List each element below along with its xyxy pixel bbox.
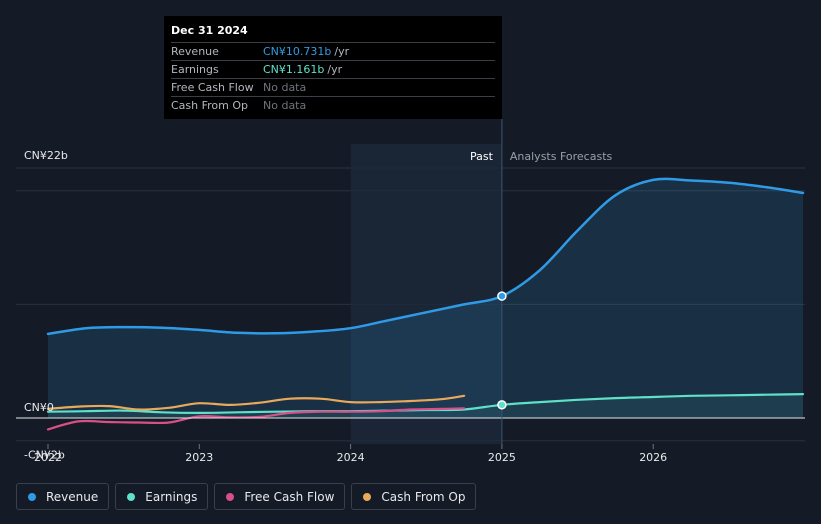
x-tick-label: 2022: [34, 451, 62, 464]
forecast-label: Analysts Forecasts: [510, 150, 613, 163]
tooltip-row-value: CN¥10.731b: [263, 45, 332, 58]
tooltip-row: Revenue CN¥10.731b/yr: [171, 42, 495, 60]
series-line-revenue[interactable]: [46, 177, 805, 336]
tooltip-row-unit: /yr: [334, 45, 350, 58]
tooltip-row-value: No data: [263, 81, 307, 94]
series-line-cash-from-op[interactable]: [46, 394, 466, 411]
x-axis-ticks: 2022 2023 2024 2025 2026: [34, 444, 667, 464]
legend-dot-icon: [363, 492, 372, 501]
series-lines: [46, 177, 805, 431]
x-tick-label: 2024: [337, 451, 365, 464]
tooltip-row-label: Revenue: [171, 45, 219, 58]
legend-label: Free Cash Flow: [244, 489, 335, 504]
legend-label: Revenue: [46, 489, 99, 504]
past-label: Past: [470, 150, 494, 163]
series-line-free-cash-flow[interactable]: [46, 407, 466, 431]
y-tick-label: -CN¥2b: [24, 449, 65, 462]
legend-item-cash-from-op[interactable]: Cash From Op: [351, 483, 477, 510]
area-earnings: [48, 394, 803, 418]
tooltip-row-unit: /yr: [327, 63, 343, 76]
tooltip-row: Free Cash Flow No data: [171, 78, 495, 96]
tooltip-row-value: CN¥1.161b: [263, 63, 325, 76]
legend: Revenue Earnings Free Cash Flow Cash From O…: [16, 483, 477, 510]
past-highlight-region: [350, 144, 502, 444]
hover-markers: [497, 291, 507, 410]
tooltip-row-label: Cash From Op: [171, 99, 249, 112]
marker-revenue: [497, 291, 507, 301]
tooltip-date: Dec 31 2024: [171, 24, 248, 37]
legend-dot-icon: [127, 492, 136, 501]
legend-item-revenue[interactable]: Revenue: [16, 483, 110, 510]
tooltip-row: Cash From Op No data: [171, 96, 495, 114]
legend-label: Cash From Op: [381, 489, 466, 504]
legend-dot-icon: [28, 492, 36, 501]
area-fills: [48, 178, 803, 418]
legend-item-earnings[interactable]: Earnings: [115, 483, 209, 510]
y-tick-label: CN¥0: [24, 401, 54, 414]
x-tick-label: 2023: [185, 451, 213, 464]
y-axis-ticks: CN¥22b CN¥0 -CN¥2b: [24, 149, 68, 462]
area-revenue: [48, 178, 803, 418]
tooltip-row-value: No data: [263, 99, 307, 112]
tooltip-rows: Revenue CN¥10.731b/yr Earnings CN¥1.161b/yr…: [171, 42, 495, 114]
legend-label: Earnings: [145, 489, 198, 504]
x-tick-label: 2025: [488, 451, 516, 464]
legend-item-free-cash-flow[interactable]: Free Cash Flow: [214, 483, 346, 510]
legend-dot-icon: [226, 492, 235, 501]
marker-earnings: [497, 400, 507, 410]
tooltip-row-label: Earnings: [171, 63, 219, 76]
tooltip-row-label: Free Cash Flow: [171, 81, 254, 94]
tooltip: Dec 31 2024 Revenue CN¥10.731b/yr Earnings…: [164, 16, 502, 119]
y-tick-label: CN¥22b: [24, 149, 68, 162]
x-tick-label: 2026: [639, 451, 667, 464]
tooltip-row: Earnings CN¥1.161b/yr: [171, 60, 495, 78]
